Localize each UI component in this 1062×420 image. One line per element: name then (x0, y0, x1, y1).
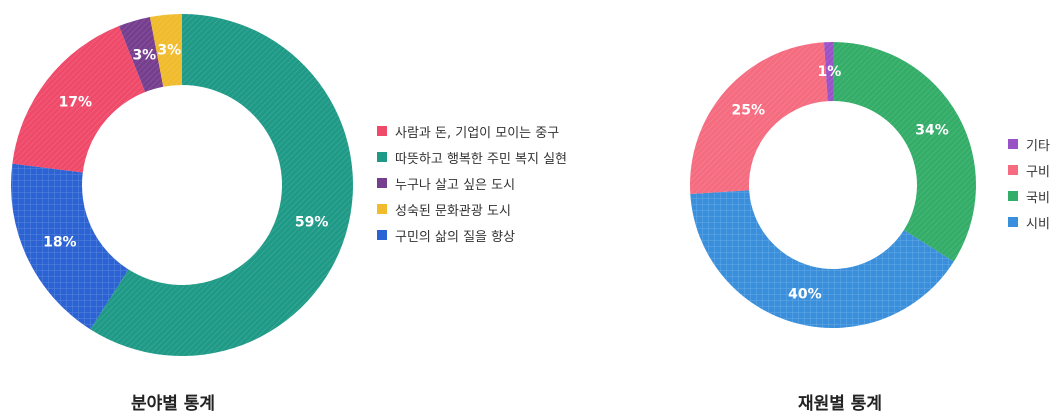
legend-label: 기타 (1026, 138, 1050, 154)
legend-swatch (377, 178, 387, 188)
slice-value-label: 25% (731, 102, 765, 118)
legend-label: 구민의 삶의 질을 향상 (395, 229, 516, 245)
legend-swatch (1008, 165, 1018, 175)
field-donut-chart: 59% 18% 17% 3% 3% (10, 14, 354, 357)
legend-item[interactable]: 구비 (1008, 157, 1050, 183)
legend-label: 성숙된 문화관광 도시 (395, 203, 511, 219)
slice-value-label: 34% (915, 123, 949, 139)
slice-value-label: 3% (132, 47, 156, 63)
slice-value-label: 59% (295, 215, 329, 231)
legend-swatch (377, 152, 387, 162)
slice-value-label: 17% (59, 94, 93, 110)
funding-chart-title: 재원별 통계 (797, 394, 883, 414)
legend-label: 시비 (1026, 216, 1050, 232)
slice-value-label: 1% (818, 64, 842, 80)
legend-swatch (1008, 217, 1018, 227)
legend-item[interactable]: 기타 (1008, 131, 1050, 157)
slice-value-label: 3% (157, 43, 181, 59)
legend-swatch (377, 204, 387, 214)
legend-item[interactable]: 구민의 삶의 질을 향상 (377, 222, 567, 248)
legend-swatch (377, 230, 387, 240)
slice-value-label: 40% (788, 286, 822, 302)
legend-label: 구비 (1026, 164, 1050, 180)
legend-label: 따뜻하고 행복한 주민 복지 실현 (395, 151, 568, 167)
legend-swatch (377, 126, 387, 136)
funding-donut-chart: 34% 40% 25% 1% (690, 42, 976, 328)
legend-item[interactable]: 사람과 돈, 기업이 모이는 중구 (377, 118, 567, 144)
legend-swatch (1008, 139, 1018, 149)
legend-item[interactable]: 성숙된 문화관광 도시 (377, 196, 567, 222)
slice-value-label: 18% (43, 234, 77, 250)
legend-item[interactable]: 누구나 살고 싶은 도시 (377, 170, 567, 196)
legend-swatch (1008, 191, 1018, 201)
pie-slice[interactable] (833, 42, 976, 262)
legend-label: 누구나 살고 싶은 도시 (395, 177, 516, 193)
legend-item[interactable]: 시비 (1008, 209, 1050, 235)
field-chart-title: 분야별 통계 (130, 394, 216, 414)
legend-item[interactable]: 따뜻하고 행복한 주민 복지 실현 (377, 144, 567, 170)
legend-label: 사람과 돈, 기업이 모이는 중구 (395, 125, 560, 141)
legend-item[interactable]: 국비 (1008, 183, 1050, 209)
legend-label: 국비 (1026, 190, 1050, 206)
